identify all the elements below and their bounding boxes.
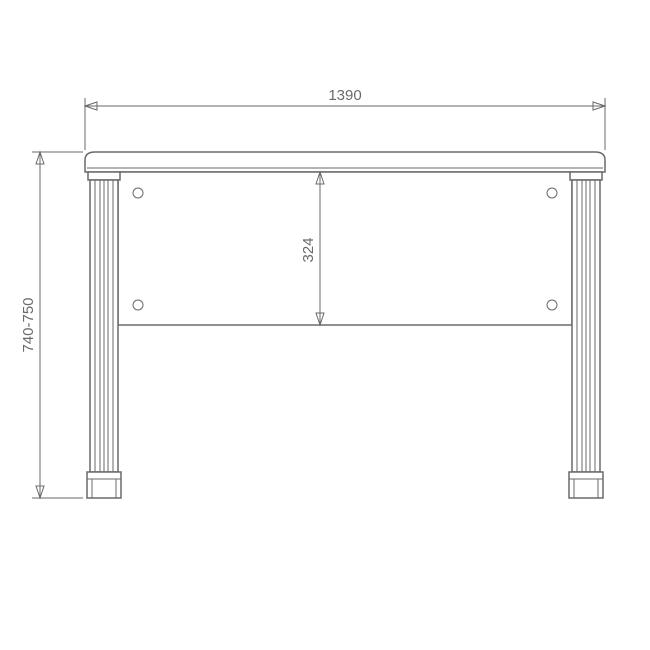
right-leg [569,172,603,498]
back-panel [118,172,572,325]
dimension-width: 1390 [85,87,605,150]
screw-hole [547,300,557,310]
width-label: 1390 [328,87,361,104]
screw-hole [547,188,557,198]
tabletop [85,152,605,172]
technical-drawing: 1390 740-750 324 [0,0,650,650]
screw-hole [133,300,143,310]
drawing-svg: 1390 740-750 324 [0,0,650,650]
left-leg [87,172,121,498]
dimension-height: 740-750 [20,152,83,498]
screw-hole [133,188,143,198]
height-label: 740-750 [20,297,37,352]
panel-height-label: 324 [300,237,317,262]
